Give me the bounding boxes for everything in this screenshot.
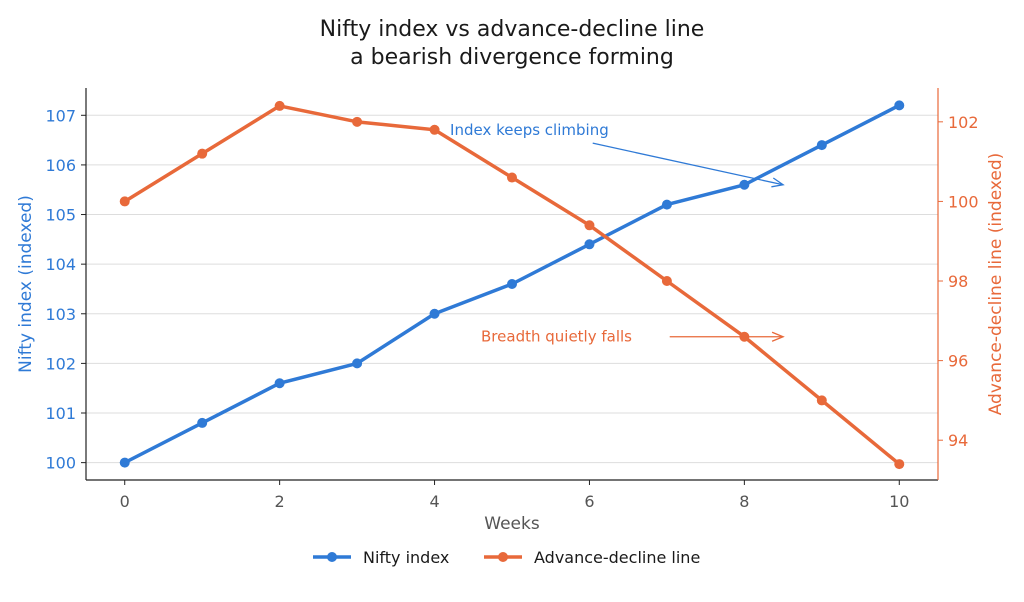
y-axis-label-right: Advance-decline line (indexed)	[986, 153, 1006, 416]
data-point-advance-decline	[429, 124, 440, 135]
data-point-nifty	[352, 358, 363, 369]
data-point-nifty	[661, 199, 672, 210]
annotation-arrow	[592, 142, 784, 186]
data-point-advance-decline	[274, 100, 285, 111]
tick-label-x: 8	[739, 492, 749, 511]
legend-marker-advance-decline	[498, 552, 508, 562]
series-group	[119, 100, 905, 470]
annotation-text: Breadth quietly falls	[481, 328, 632, 346]
tick-label-left: 100	[45, 454, 76, 473]
annotation-arrowhead	[771, 331, 785, 342]
annotations: Index keeps climbing Breadth quietly fall…	[450, 121, 785, 346]
y-axis-label-left: Nifty index (indexed)	[16, 195, 36, 373]
tick-label-x: 4	[429, 492, 439, 511]
axes	[85, 88, 939, 481]
data-point-nifty	[584, 239, 595, 250]
data-point-nifty	[507, 279, 517, 289]
tick-label-right: 102	[948, 113, 979, 132]
tick-label-right: 100	[948, 192, 979, 211]
tick-label-x: 0	[120, 492, 130, 511]
tick-label-left: 101	[45, 404, 76, 423]
legend: Nifty index Advance-decline line	[313, 548, 700, 567]
data-point-nifty	[816, 140, 827, 151]
tick-label-left: 105	[45, 206, 76, 225]
data-point-advance-decline	[119, 196, 130, 207]
data-point-nifty	[197, 417, 208, 428]
data-point-nifty	[119, 457, 130, 468]
data-point-advance-decline	[584, 220, 595, 231]
legend-marker-nifty	[327, 552, 337, 562]
tick-label-left: 102	[45, 354, 76, 373]
data-point-advance-decline	[894, 459, 905, 470]
tick-label-right: 96	[948, 352, 968, 371]
data-point-nifty	[894, 100, 905, 111]
grid-lines	[86, 114, 938, 464]
data-point-advance-decline	[197, 148, 208, 159]
tick-label-left: 104	[45, 255, 76, 274]
data-point-advance-decline	[352, 116, 363, 127]
tick-label-x: 10	[889, 492, 909, 511]
data-point-advance-decline	[507, 172, 517, 183]
legend-label-advance-decline: Advance-decline line	[534, 548, 700, 567]
tick-label-left: 107	[45, 106, 76, 125]
x-axis-label: Weeks	[484, 514, 540, 534]
tick-label-left: 106	[45, 156, 76, 175]
legend-label-nifty: Nifty index	[363, 548, 449, 567]
chart-title-line1: Nifty index vs advance-decline line	[320, 17, 705, 42]
tick-label-x: 6	[584, 492, 594, 511]
ticks: 100 101 102 103 104 105 106 107 94 96 98 100 102 0 2 4 6…	[45, 106, 978, 511]
data-point-nifty	[274, 378, 285, 389]
tick-label-right: 98	[948, 272, 968, 291]
chart-title-line2: a bearish divergence forming	[350, 45, 674, 70]
data-point-nifty	[429, 308, 440, 319]
tick-label-right: 94	[948, 431, 968, 450]
data-point-advance-decline	[661, 276, 672, 287]
data-point-nifty	[739, 179, 750, 190]
data-point-advance-decline	[816, 395, 827, 406]
tick-label-x: 2	[275, 492, 285, 511]
tick-label-left: 103	[45, 305, 76, 324]
annotation-text: Index keeps climbing	[450, 121, 609, 139]
annotation-arrowhead	[771, 177, 785, 188]
